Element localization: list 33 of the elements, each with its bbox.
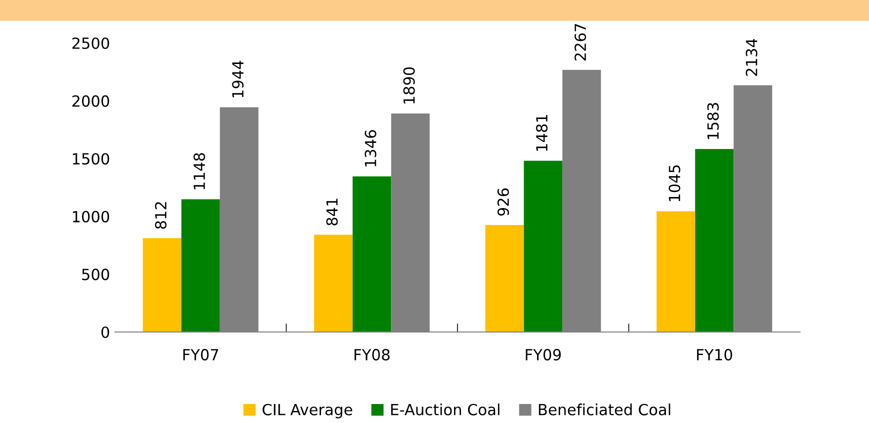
data-label: 841 — [326, 198, 338, 226]
data-label: 1045 — [668, 165, 680, 202]
data-label: 1481 — [536, 114, 548, 151]
y-tick-label: 1000 — [72, 210, 110, 222]
y-tick-label: 1500 — [72, 153, 110, 165]
data-label: 1583 — [707, 103, 719, 139]
data-label: 1148 — [194, 153, 206, 190]
bar — [485, 224, 524, 332]
legend-label: CIL Average — [262, 404, 352, 418]
data-label: 2267 — [574, 24, 586, 60]
x-tick-label: FY08 — [354, 348, 390, 360]
y-tick-label: 2500 — [72, 37, 110, 50]
x-tick-label: FY09 — [526, 348, 561, 360]
x-tick-label: FY07 — [183, 348, 218, 360]
y-tick-label: 500 — [82, 268, 110, 280]
bar — [352, 176, 392, 332]
legend-label: E-Auction Coal — [391, 404, 500, 416]
data-label: 812 — [154, 202, 167, 229]
y-tick-label: 2000 — [72, 95, 110, 107]
bar — [142, 238, 182, 332]
y-tick-label: 0 — [101, 326, 110, 338]
data-label: 1944 — [232, 60, 244, 98]
bar — [695, 149, 734, 332]
legend-label: Beneficiated Coal — [538, 404, 670, 416]
data-label: 926 — [497, 188, 510, 216]
bar — [656, 211, 696, 332]
bar — [314, 234, 353, 332]
x-tick-label: FY10 — [697, 348, 732, 360]
bar — [181, 199, 220, 332]
bar — [524, 160, 562, 332]
data-label: 2134 — [746, 38, 758, 76]
data-label: 1346 — [364, 130, 376, 166]
data-label: 1890 — [403, 67, 415, 104]
